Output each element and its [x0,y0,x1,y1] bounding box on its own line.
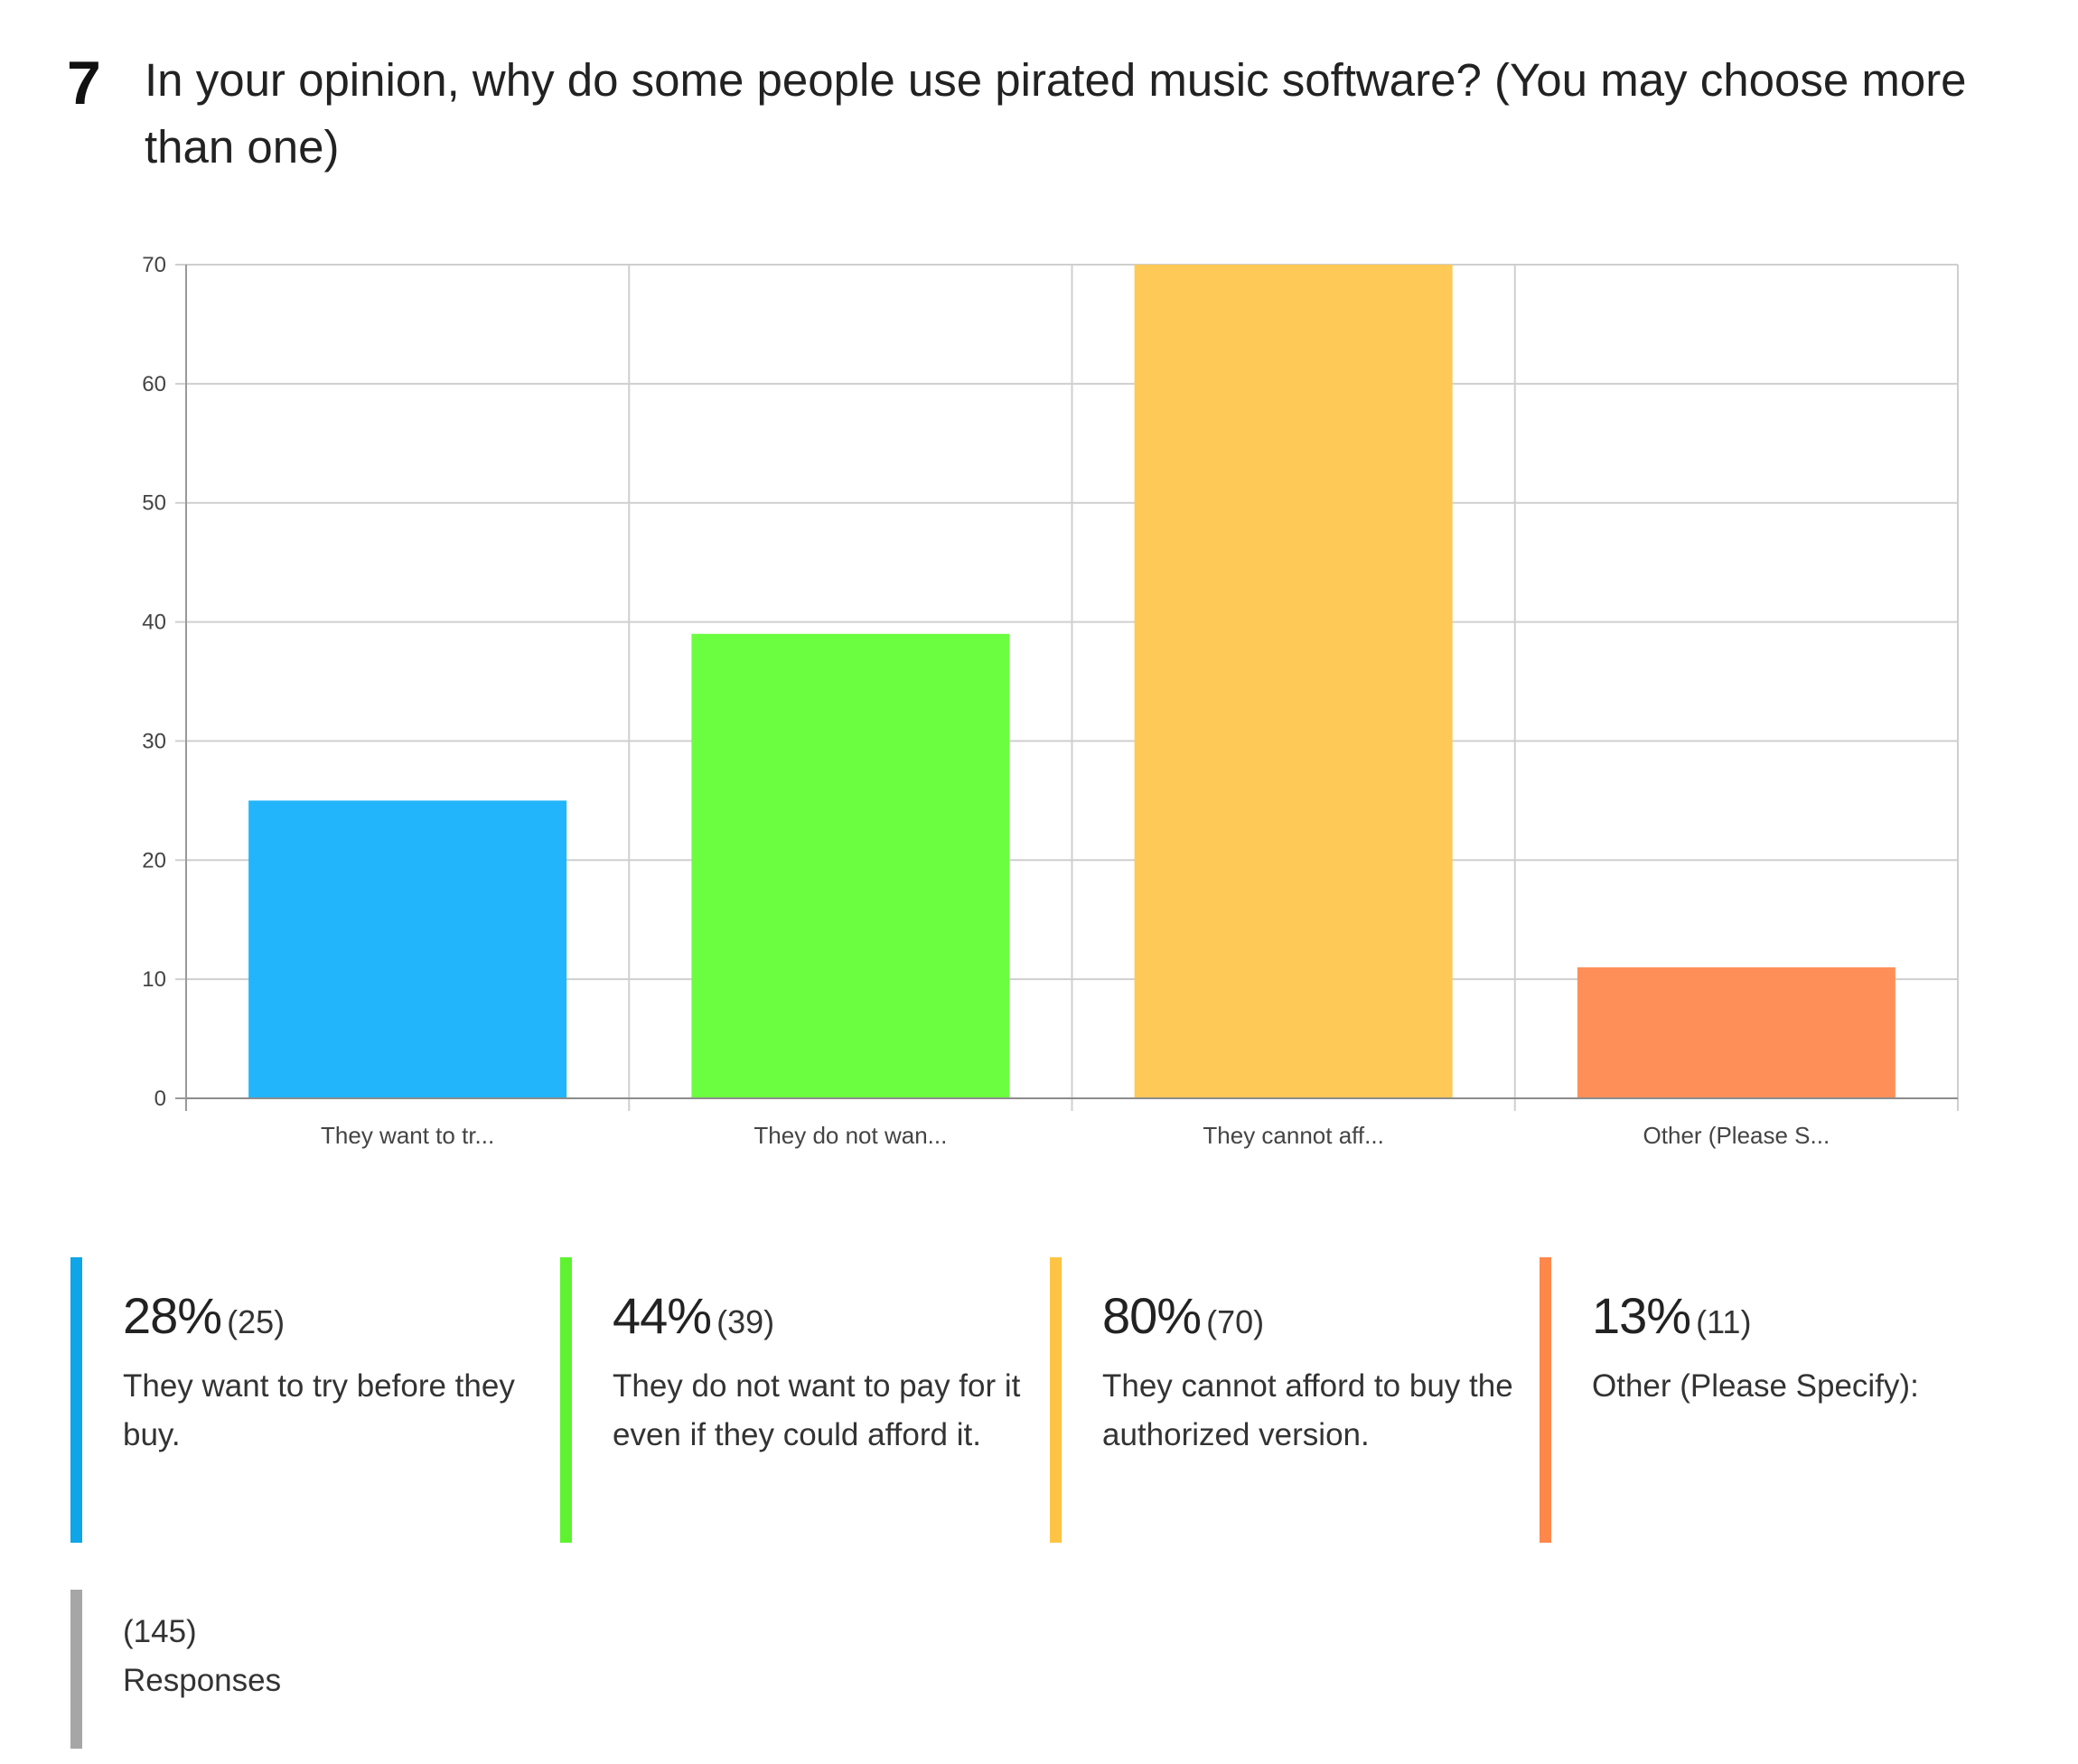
bar-2[interactable] [691,633,1010,1098]
y-tick-label: 30 [142,729,166,753]
legend-stat: 28% (25) [123,1286,285,1345]
responses-label: Responses [123,1663,282,1698]
x-tick-label: They do not wan... [754,1122,947,1149]
response-summary: (145) Responses [70,1590,540,1749]
legend-label: They cannot afford to buy the authorized… [1102,1368,1513,1452]
legend-count: (25) [227,1303,285,1340]
legend-label: Other (Please Specify): [1592,1368,1919,1404]
bar-3[interactable] [1134,265,1453,1098]
legend-stat: 44% (39) [613,1286,774,1345]
legend-item: 13% (11) Other (Please Specify): [1540,1257,2009,1543]
y-tick-label: 70 [142,253,166,277]
legend-color-bar [70,1257,82,1543]
legend-percentage: 80% [1102,1287,1202,1344]
legend-label: They want to try before they buy. [123,1368,515,1452]
y-tick-label: 0 [154,1087,166,1111]
legend-item: 28% (25) They want to try before they buy. [70,1257,540,1543]
summary-color-bar [70,1590,82,1749]
y-tick-label: 40 [142,611,166,635]
legend-label: They do not want to pay for it even if t… [613,1368,1021,1452]
legend-count: (39) [716,1303,775,1340]
legend-percentage: 13% [1592,1287,1691,1344]
legend-color-bar [560,1257,572,1543]
legend-color-bar [1050,1257,1062,1543]
legend-stat: 13% (11) [1592,1286,1751,1345]
bar-4[interactable] [1577,966,1895,1098]
question-title: In your opinion, why do some people use … [145,54,1967,173]
legend-percentage: 28% [123,1287,222,1344]
legend-item: 80% (70) They cannot afford to buy the aut… [1050,1257,1520,1543]
bar-chart: 0 10 20 30 40 50 60 70 They want to tr... They do… [142,253,1959,1149]
y-tick-label: 60 [142,372,166,397]
legend-percentage: 44% [613,1287,712,1344]
legend-item: 44% (39) They do not want to pay for it ev… [560,1257,1030,1543]
bar-1[interactable] [248,800,567,1098]
question-number: 7 [67,49,101,117]
y-tick-label: 50 [142,491,166,516]
legend-color-bar [1540,1257,1551,1543]
legend-count: (70) [1206,1303,1265,1340]
legend-stat: 80% (70) [1102,1286,1264,1345]
y-tick-label: 20 [142,848,166,873]
legend-count: (11) [1696,1303,1752,1340]
response-count: (145) [123,1614,197,1649]
x-tick-label: Other (Please S... [1643,1122,1830,1149]
x-tick-label: They cannot aff... [1203,1122,1383,1149]
x-tick-label: They want to tr... [321,1122,494,1149]
y-tick-label: 10 [142,967,166,992]
